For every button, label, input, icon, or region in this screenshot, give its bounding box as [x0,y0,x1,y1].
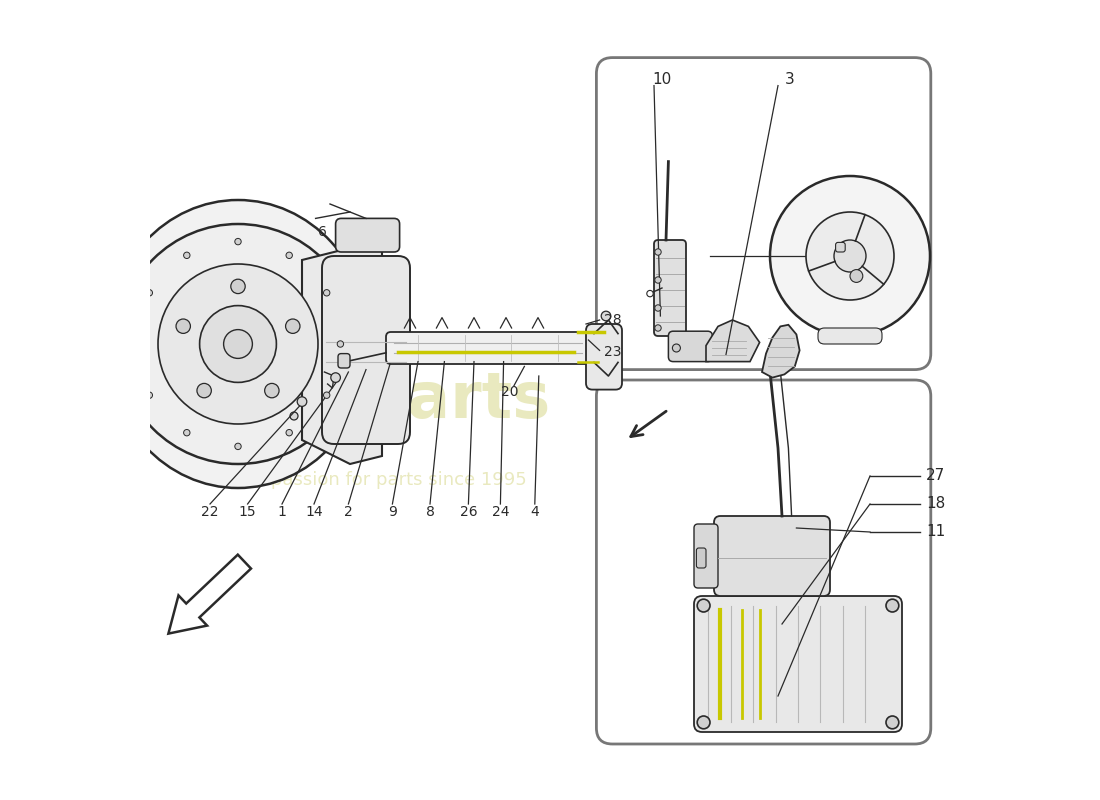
Circle shape [806,212,894,300]
Circle shape [770,176,930,336]
Text: 1: 1 [277,505,286,519]
Text: 15: 15 [239,505,256,519]
Circle shape [647,290,653,297]
Ellipse shape [106,200,370,488]
Text: 3: 3 [785,73,795,87]
Circle shape [199,306,276,382]
Circle shape [184,430,190,436]
FancyBboxPatch shape [818,328,882,344]
Text: 8: 8 [426,505,434,519]
Polygon shape [762,325,800,378]
Circle shape [654,325,661,331]
FancyArrow shape [168,554,251,634]
Text: europarts: europarts [197,369,551,431]
Text: 26: 26 [460,505,477,519]
Circle shape [197,383,211,398]
Circle shape [850,270,862,282]
Circle shape [184,252,190,258]
Circle shape [697,599,710,612]
Circle shape [234,238,241,245]
Text: 28: 28 [604,313,622,327]
Circle shape [231,279,245,294]
Text: 9: 9 [388,505,397,519]
Text: 6: 6 [318,225,327,239]
Circle shape [297,397,307,406]
Circle shape [331,373,340,382]
Text: 11: 11 [926,525,945,539]
Text: a passion for parts since 1995: a passion for parts since 1995 [254,471,527,489]
Circle shape [602,311,610,321]
Circle shape [286,430,293,436]
Polygon shape [706,320,760,362]
Text: 10: 10 [652,73,672,87]
Circle shape [697,716,710,729]
Circle shape [290,412,298,420]
Text: 20: 20 [502,385,519,399]
Circle shape [672,344,681,352]
Circle shape [234,443,241,450]
Circle shape [118,224,358,464]
Text: 2: 2 [344,505,353,519]
Text: 14: 14 [305,505,322,519]
FancyBboxPatch shape [336,218,399,252]
FancyBboxPatch shape [386,332,590,364]
FancyBboxPatch shape [694,596,902,732]
Circle shape [338,341,343,347]
Circle shape [158,264,318,424]
Polygon shape [302,240,382,464]
Text: 24: 24 [492,505,509,519]
Circle shape [286,319,300,334]
Text: 23: 23 [604,345,622,359]
Circle shape [886,716,899,729]
Circle shape [323,290,330,296]
Circle shape [654,305,661,311]
Circle shape [146,290,153,296]
Circle shape [146,392,153,398]
FancyBboxPatch shape [338,354,350,368]
Circle shape [834,240,866,272]
Circle shape [654,277,661,283]
FancyBboxPatch shape [694,524,718,588]
Text: 4: 4 [530,505,539,519]
FancyBboxPatch shape [322,256,410,444]
Circle shape [323,392,330,398]
Circle shape [886,599,899,612]
Circle shape [286,252,293,258]
Circle shape [265,383,279,398]
Text: 18: 18 [926,497,945,511]
Circle shape [223,330,252,358]
Circle shape [176,319,190,334]
Circle shape [654,249,661,255]
FancyBboxPatch shape [586,324,622,390]
Text: 22: 22 [201,505,219,519]
FancyBboxPatch shape [654,240,686,336]
Text: 27: 27 [926,469,945,483]
FancyBboxPatch shape [836,242,845,252]
FancyBboxPatch shape [696,548,706,568]
FancyBboxPatch shape [714,516,830,596]
Circle shape [132,341,139,347]
FancyBboxPatch shape [669,331,713,362]
